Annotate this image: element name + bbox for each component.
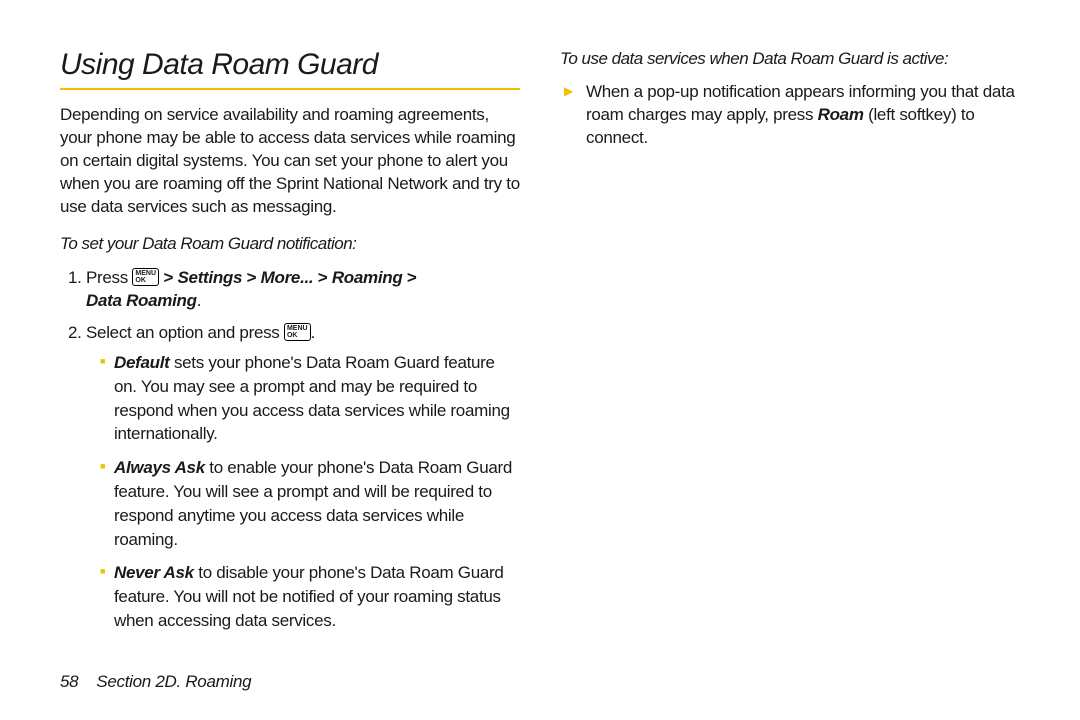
option-never-ask: Never Ask to disable your phone's Data R… — [100, 561, 520, 632]
page-number: 58 — [60, 672, 78, 691]
intro-paragraph: Depending on service availability and ro… — [60, 104, 520, 219]
option-default-lead: Default — [114, 353, 170, 372]
options-list: Default sets your phone's Data Roam Guar… — [86, 351, 520, 633]
step1-press: Press — [86, 268, 132, 287]
steps-list: Press MENUOK > Settings > More... > Roam… — [60, 266, 520, 633]
gt-1: > — [159, 268, 177, 287]
menu-ok-icon: MENUOK — [284, 323, 311, 341]
section-label: Section 2D. Roaming — [96, 672, 251, 691]
option-default: Default sets your phone's Data Roam Guar… — [100, 351, 520, 446]
page-footer: 58 Section 2D. Roaming — [60, 672, 251, 692]
step2-text-b: . — [311, 323, 315, 342]
section-title: Using Data Roam Guard — [60, 48, 520, 82]
step-2: Select an option and press MENUOK. Defau… — [86, 321, 520, 633]
nav-data-roaming: Data Roaming — [86, 291, 197, 310]
option-never-lead: Never Ask — [114, 563, 194, 582]
option-default-body: sets your phone's Data Roam Guard featur… — [114, 353, 510, 443]
step1-period: . — [197, 291, 201, 310]
roam-softkey: Roam — [818, 105, 864, 124]
nav-more: More... — [261, 268, 314, 287]
subhead-use-data: To use data services when Data Roam Guar… — [560, 48, 1020, 71]
gt-4: > — [402, 268, 416, 287]
nav-settings: Settings — [178, 268, 243, 287]
option-always-lead: Always Ask — [114, 458, 205, 477]
left-column: Using Data Roam Guard Depending on servi… — [60, 48, 520, 648]
title-rule — [60, 88, 520, 90]
page-body: Using Data Roam Guard Depending on servi… — [0, 0, 1080, 678]
step2-text-a: Select an option and press — [86, 323, 284, 342]
menu-ok-icon: MENUOK — [132, 268, 159, 286]
right-instruction: When a pop-up notification appears infor… — [560, 81, 1020, 150]
subhead-set-notification: To set your Data Roam Guard notification… — [60, 233, 520, 256]
nav-roaming: Roaming — [332, 268, 403, 287]
gt-2: > — [242, 268, 260, 287]
option-always-ask: Always Ask to enable your phone's Data R… — [100, 456, 520, 551]
step-1: Press MENUOK > Settings > More... > Roam… — [86, 266, 520, 314]
gt-3: > — [313, 268, 331, 287]
right-column: To use data services when Data Roam Guar… — [560, 48, 1020, 648]
